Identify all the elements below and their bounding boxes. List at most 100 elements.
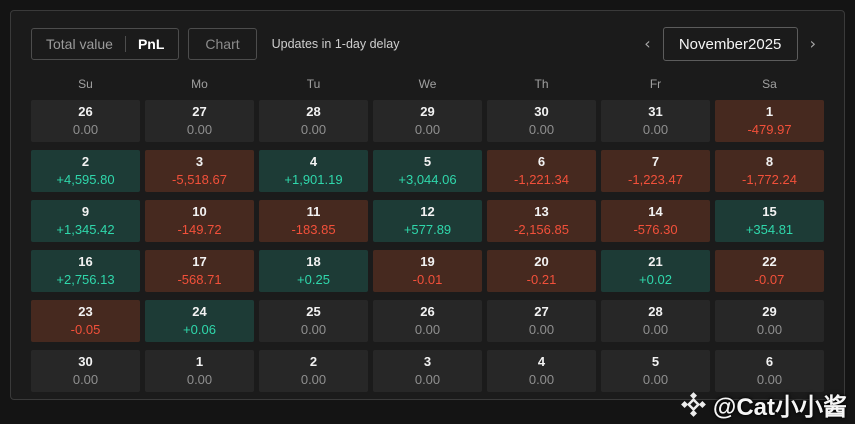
day-pnl-value: +354.81 [745,222,794,237]
calendar-day-cell[interactable]: 7 -1,223.47 [601,150,710,192]
calendar-day-cell[interactable]: 6 0.00 [715,350,824,392]
day-number: 12 [420,204,435,220]
day-number: 4 [537,354,546,370]
calendar-day-cell[interactable]: 23 -0.05 [31,300,140,342]
day-number: 3 [423,354,432,370]
day-pnl-value: 0.00 [414,372,441,387]
day-pnl-value: -2,156.85 [514,222,569,237]
calendar-day-cell[interactable]: 19 -0.01 [373,250,482,292]
day-number: 30 [78,354,93,370]
calendar-day-cell[interactable]: 5 +3,044.06 [373,150,482,192]
calendar-day-cell[interactable]: 13 -2,156.85 [487,200,596,242]
day-pnl-value: +4,595.80 [56,172,115,187]
day-pnl-value: -576.30 [633,222,678,237]
pnl-calendar-panel: Total value PnL Chart Updates in 1-day d… [10,10,845,400]
day-pnl-value: -479.97 [747,122,792,137]
chevron-left-icon[interactable]: ‹ [644,34,651,53]
day-number: 31 [648,104,663,120]
day-pnl-value: 0.00 [756,372,783,387]
calendar-day-cell[interactable]: 26 0.00 [373,300,482,342]
calendar-day-cell[interactable]: 3 0.00 [373,350,482,392]
calendar-day-cell[interactable]: 27 0.00 [487,300,596,342]
day-pnl-value: 0.00 [300,122,327,137]
day-pnl-value: -1,772.24 [742,172,797,187]
calendar-day-cell[interactable]: 22 -0.07 [715,250,824,292]
chart-button[interactable]: Chart [188,28,257,60]
day-number: 5 [423,154,432,170]
calendar-day-cell[interactable]: 20 -0.21 [487,250,596,292]
chevron-right-icon[interactable]: › [809,34,816,53]
calendar-day-cell[interactable]: 4 0.00 [487,350,596,392]
calendar-day-cell[interactable]: 1 -479.97 [715,100,824,142]
calendar-day-cell[interactable]: 17 -568.71 [145,250,254,292]
watermark: @Cat小小酱 [680,387,847,422]
weekday-label-su: Su [78,77,93,91]
calendar-day-cell[interactable]: 28 0.00 [601,300,710,342]
day-number: 1 [765,104,774,120]
day-number: 3 [195,154,204,170]
pnl-tab[interactable]: PnL [137,36,165,52]
day-number: 24 [192,304,207,320]
calendar-day-cell[interactable]: 28 0.00 [259,100,368,142]
day-pnl-value: 0.00 [72,372,99,387]
day-pnl-value: +1,901.19 [284,172,343,187]
day-number: 21 [648,254,663,270]
day-number: 1 [195,354,204,370]
day-pnl-value: 0.00 [642,122,669,137]
day-pnl-value: -149.72 [177,222,222,237]
calendar-day-cell[interactable]: 14 -576.30 [601,200,710,242]
calendar-day-cell[interactable]: 6 -1,221.34 [487,150,596,192]
calendar-day-cell[interactable]: 25 0.00 [259,300,368,342]
calendar-day-cell[interactable]: 3 -5,518.67 [145,150,254,192]
calendar-day-cell[interactable]: 24 +0.06 [145,300,254,342]
calendar-day-cell[interactable]: 30 0.00 [487,100,596,142]
day-number: 7 [651,154,660,170]
day-pnl-value: 0.00 [528,372,555,387]
month-selector[interactable]: November2025 [662,27,798,61]
day-number: 30 [534,104,549,120]
day-number: 15 [762,204,777,220]
calendar-day-cell[interactable]: 12 +577.89 [373,200,482,242]
calendar-day-cell[interactable]: 9 +1,345.42 [31,200,140,242]
day-pnl-value: -1,223.47 [628,172,683,187]
total-value-tab[interactable]: Total value [46,36,113,52]
day-number: 2 [81,154,90,170]
calendar-day-cell[interactable]: 4 +1,901.19 [259,150,368,192]
day-pnl-value: -0.05 [70,322,101,337]
weekday-label-th: Th [534,77,549,91]
weekday-label-we: We [418,77,437,91]
binance-diamond-icon [681,392,706,417]
calendar-day-cell[interactable]: 11 -183.85 [259,200,368,242]
day-pnl-value: -5,518.67 [172,172,227,187]
calendar-day-cell[interactable]: 16 +2,756.13 [31,250,140,292]
calendar-day-cell[interactable]: 8 -1,772.24 [715,150,824,192]
day-number: 20 [534,254,549,270]
day-number: 28 [648,304,663,320]
day-pnl-value: +2,756.13 [56,272,115,287]
weekday-label-tu: Tu [306,77,321,91]
day-number: 2 [309,354,318,370]
calendar-day-cell[interactable]: 10 -149.72 [145,200,254,242]
weekday-label-fr: Fr [649,77,662,91]
calendar-day-cell[interactable]: 15 +354.81 [715,200,824,242]
day-pnl-value: -1,221.34 [514,172,569,187]
day-pnl-value: 0.00 [186,372,213,387]
calendar-day-cell[interactable]: 5 0.00 [601,350,710,392]
calendar-day-cell[interactable]: 1 0.00 [145,350,254,392]
day-pnl-value: 0.00 [300,372,327,387]
calendar-day-cell[interactable]: 29 0.00 [373,100,482,142]
day-number: 29 [420,104,435,120]
day-pnl-value: 0.00 [414,122,441,137]
calendar-day-cell[interactable]: 29 0.00 [715,300,824,342]
calendar-day-cell[interactable]: 2 0.00 [259,350,368,392]
calendar-day-cell[interactable]: 21 +0.02 [601,250,710,292]
day-number: 26 [78,104,93,120]
calendar-day-cell[interactable]: 27 0.00 [145,100,254,142]
calendar-day-cell[interactable]: 30 0.00 [31,350,140,392]
day-pnl-value: -0.21 [526,272,557,287]
calendar-day-cell[interactable]: 31 0.00 [601,100,710,142]
calendar-day-cell[interactable]: 26 0.00 [31,100,140,142]
day-pnl-value: 0.00 [300,322,327,337]
calendar-day-cell[interactable]: 2 +4,595.80 [31,150,140,192]
calendar-day-cell[interactable]: 18 +0.25 [259,250,368,292]
